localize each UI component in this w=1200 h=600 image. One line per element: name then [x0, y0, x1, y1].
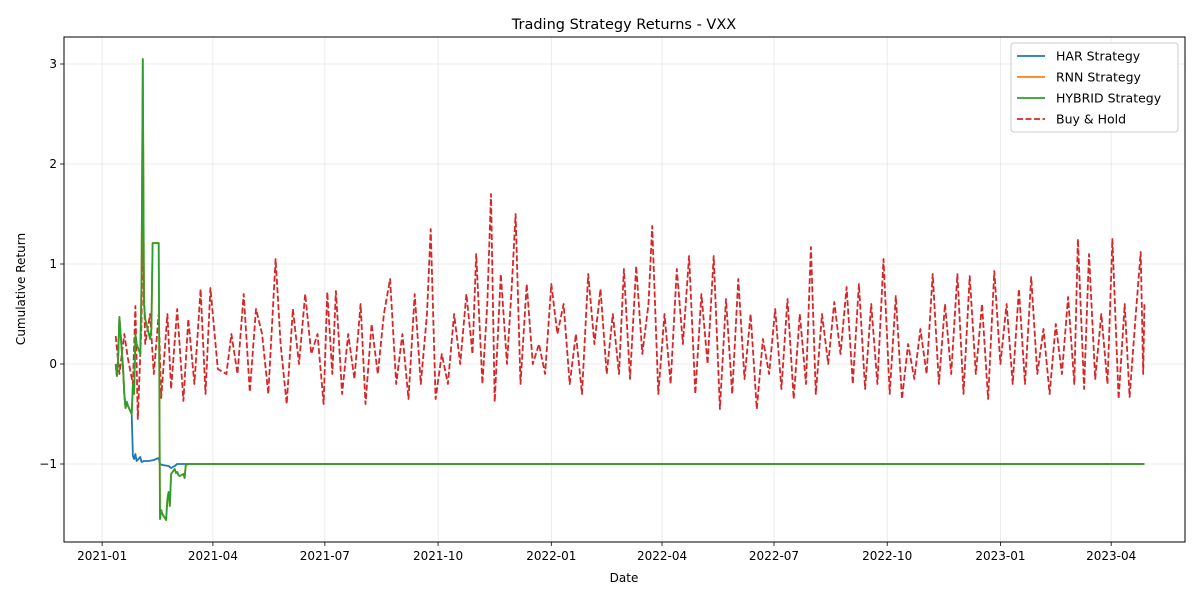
x-tick-label: 2021-04	[188, 549, 238, 563]
x-tick-label: 2022-10	[862, 549, 912, 563]
x-tick-label: 2022-01	[526, 549, 576, 563]
x-tick-label: 2023-04	[1086, 549, 1136, 563]
x-tick-label: 2022-04	[637, 549, 687, 563]
y-axis-ticks: −1 0 1 2 3	[39, 57, 64, 471]
legend-label: RNN Strategy	[1056, 70, 1142, 85]
legend-label: HAR Strategy	[1056, 49, 1141, 64]
x-tick-label: 2022-07	[749, 549, 799, 563]
legend-label: Buy & Hold	[1056, 112, 1126, 127]
legend: HAR Strategy RNN Strategy HYBRID Strategy B…	[1010, 42, 1179, 133]
x-tick-label: 2021-07	[300, 549, 350, 563]
y-tick-label: 2	[49, 157, 57, 171]
series-lines	[114, 58, 1146, 521]
chart-title: Trading Strategy Returns - VXX	[511, 17, 737, 33]
plot-frame	[63, 36, 1186, 543]
series-line-hybrid-strategy	[114, 58, 1145, 521]
x-axis-label: Date	[610, 571, 639, 585]
y-tick-label: 1	[49, 257, 57, 271]
y-tick-label: 0	[49, 357, 57, 371]
y-tick-label: −1	[39, 457, 57, 471]
x-tick-label: 2023-01	[975, 549, 1025, 563]
series-line-buy-hold	[114, 193, 1146, 420]
x-tick-label: 2021-01	[77, 549, 127, 563]
y-tick-label: 3	[49, 57, 57, 71]
legend-box	[1010, 42, 1179, 133]
y-axis-label: Cumulative Return	[14, 233, 28, 345]
x-tick-label: 2021-10	[413, 549, 463, 563]
x-axis-ticks: 2021-01 2021-04 2021-07 2021-10 2022-01 2022-…	[77, 542, 1136, 563]
legend-label: HYBRID Strategy	[1056, 91, 1162, 106]
